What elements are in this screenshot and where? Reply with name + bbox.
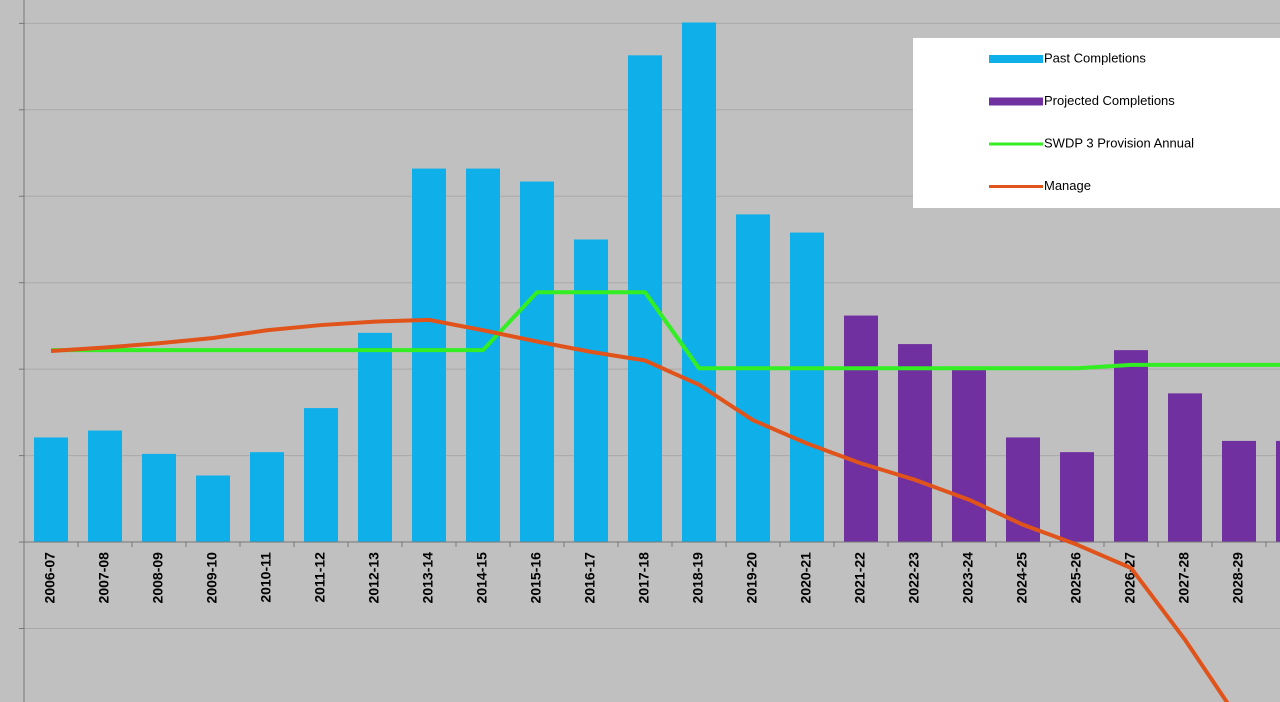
bar xyxy=(142,453,176,543)
bar xyxy=(250,452,284,543)
bar xyxy=(736,214,770,543)
line-series xyxy=(50,317,1230,702)
x-tick-label: 2015-16 xyxy=(528,552,544,604)
x-tick-label: 2012-13 xyxy=(366,552,382,604)
bar xyxy=(520,181,554,543)
x-tick-label: 2025-26 xyxy=(1068,552,1084,604)
legend-box xyxy=(913,38,1280,208)
x-tick-label: 2009-10 xyxy=(204,552,220,604)
x-tick-label: 2006-07 xyxy=(42,552,58,604)
x-tick-label: 2017-18 xyxy=(636,552,652,604)
legend-label: SWDP 3 Provision Annual xyxy=(1044,135,1194,150)
x-tick-label: 2028-29 xyxy=(1230,552,1246,604)
bar xyxy=(574,239,608,543)
x-tick-label: 2008-09 xyxy=(150,552,166,604)
bar xyxy=(304,408,338,543)
x-tick-label: 2023-24 xyxy=(960,552,976,604)
bar xyxy=(1060,452,1094,543)
bar xyxy=(1168,393,1202,543)
bar xyxy=(358,332,392,543)
bar xyxy=(1276,440,1280,543)
x-tick-label: 2010-11 xyxy=(258,552,274,603)
bar xyxy=(682,22,716,543)
legend-label: Projected Completions xyxy=(1044,93,1175,108)
bar xyxy=(196,475,230,543)
bar xyxy=(466,168,500,543)
x-tick-label: 2020-21 xyxy=(798,552,814,604)
bar xyxy=(1114,350,1148,543)
bar xyxy=(844,315,878,543)
legend-swatch xyxy=(989,55,1043,63)
x-tick-label: 2016-17 xyxy=(582,552,598,604)
x-tick-label: 2026-27 xyxy=(1122,552,1138,604)
bar xyxy=(34,437,68,543)
legend-label: Past Completions xyxy=(1044,50,1146,65)
x-tick-label: 2011-12 xyxy=(312,552,328,603)
x-tick-label: 2013-14 xyxy=(420,552,436,604)
x-tick-label: 2014-15 xyxy=(474,552,490,604)
x-tick-label: 2007-08 xyxy=(96,552,112,604)
legend-label: Manage xyxy=(1044,178,1091,193)
bar xyxy=(412,168,446,543)
x-tick-label: 2027-28 xyxy=(1176,552,1192,604)
x-tick-label: 2022-23 xyxy=(906,552,922,604)
bar xyxy=(88,430,122,543)
bar xyxy=(1222,440,1256,543)
x-tick-label: 2019-20 xyxy=(744,552,760,604)
bar xyxy=(628,55,662,543)
bar xyxy=(898,344,932,543)
line-series xyxy=(51,290,1280,371)
x-tick-label: 2018-19 xyxy=(690,552,706,604)
x-tick-label: 2024-25 xyxy=(1014,552,1030,604)
x-tick-label: 2021-22 xyxy=(852,552,868,604)
bar xyxy=(790,232,824,543)
bar xyxy=(952,370,986,543)
legend-swatch xyxy=(989,97,1043,106)
